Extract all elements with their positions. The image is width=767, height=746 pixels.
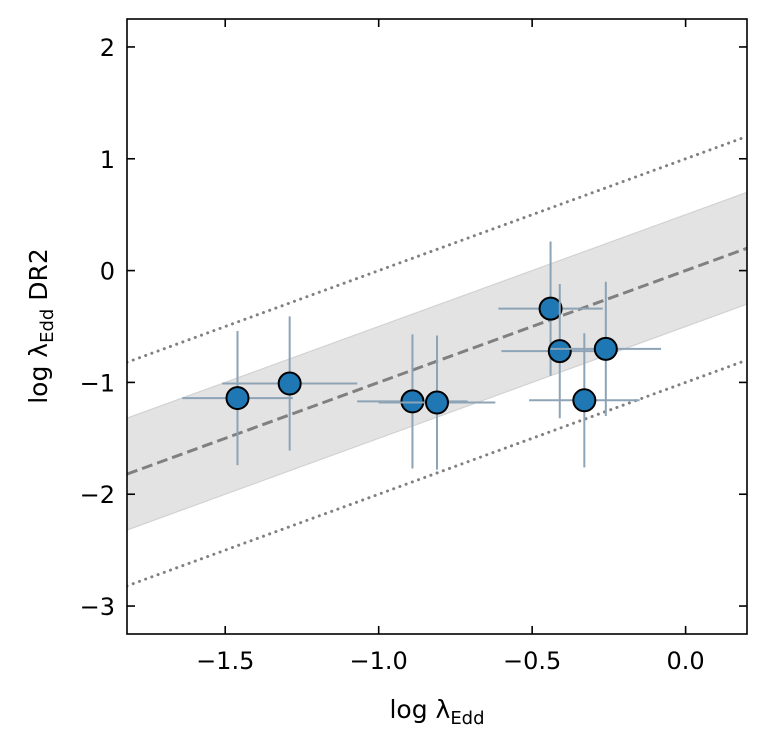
upper-dotted-line bbox=[127, 134, 747, 364]
lower-dotted-line bbox=[127, 358, 747, 588]
x-tick-label: −1.5 bbox=[196, 647, 254, 675]
data-point-2 bbox=[222, 316, 358, 451]
band-upper-edge bbox=[127, 191, 747, 419]
point-marker bbox=[547, 339, 572, 364]
x-tick-label: −0.5 bbox=[503, 647, 561, 675]
point-marker bbox=[538, 296, 563, 321]
data-point-4 bbox=[378, 335, 496, 470]
point-marker bbox=[277, 371, 302, 396]
y-tick-label: 0 bbox=[100, 258, 115, 286]
data-point-1 bbox=[182, 330, 293, 466]
y-tick-label: −3 bbox=[80, 593, 115, 621]
y-axis-label: log λEdd DR2 bbox=[24, 248, 58, 404]
x-axis-label: log λEdd bbox=[389, 695, 484, 729]
plot-frame bbox=[126, 18, 748, 635]
y-tick-label: −1 bbox=[80, 369, 115, 397]
point-marker bbox=[572, 388, 597, 413]
y-tick-label: 2 bbox=[100, 34, 115, 62]
data-point-8 bbox=[529, 333, 640, 468]
data-points bbox=[182, 241, 662, 470]
y-tick-label: −2 bbox=[80, 481, 115, 509]
point-marker bbox=[225, 386, 250, 411]
y-tick-label: 1 bbox=[100, 146, 115, 174]
data-point-7 bbox=[550, 281, 662, 416]
axis-ticks: −1.5 −1.0 −0.5 0.0 −3 −2 −1 0 1 2 bbox=[80, 19, 747, 675]
x-tick-label: −1.0 bbox=[350, 647, 408, 675]
point-marker bbox=[425, 390, 449, 415]
point-marker bbox=[400, 389, 425, 414]
x-tick-label: 0.0 bbox=[667, 647, 705, 675]
data-point-3 bbox=[357, 334, 468, 469]
point-marker bbox=[593, 336, 618, 361]
